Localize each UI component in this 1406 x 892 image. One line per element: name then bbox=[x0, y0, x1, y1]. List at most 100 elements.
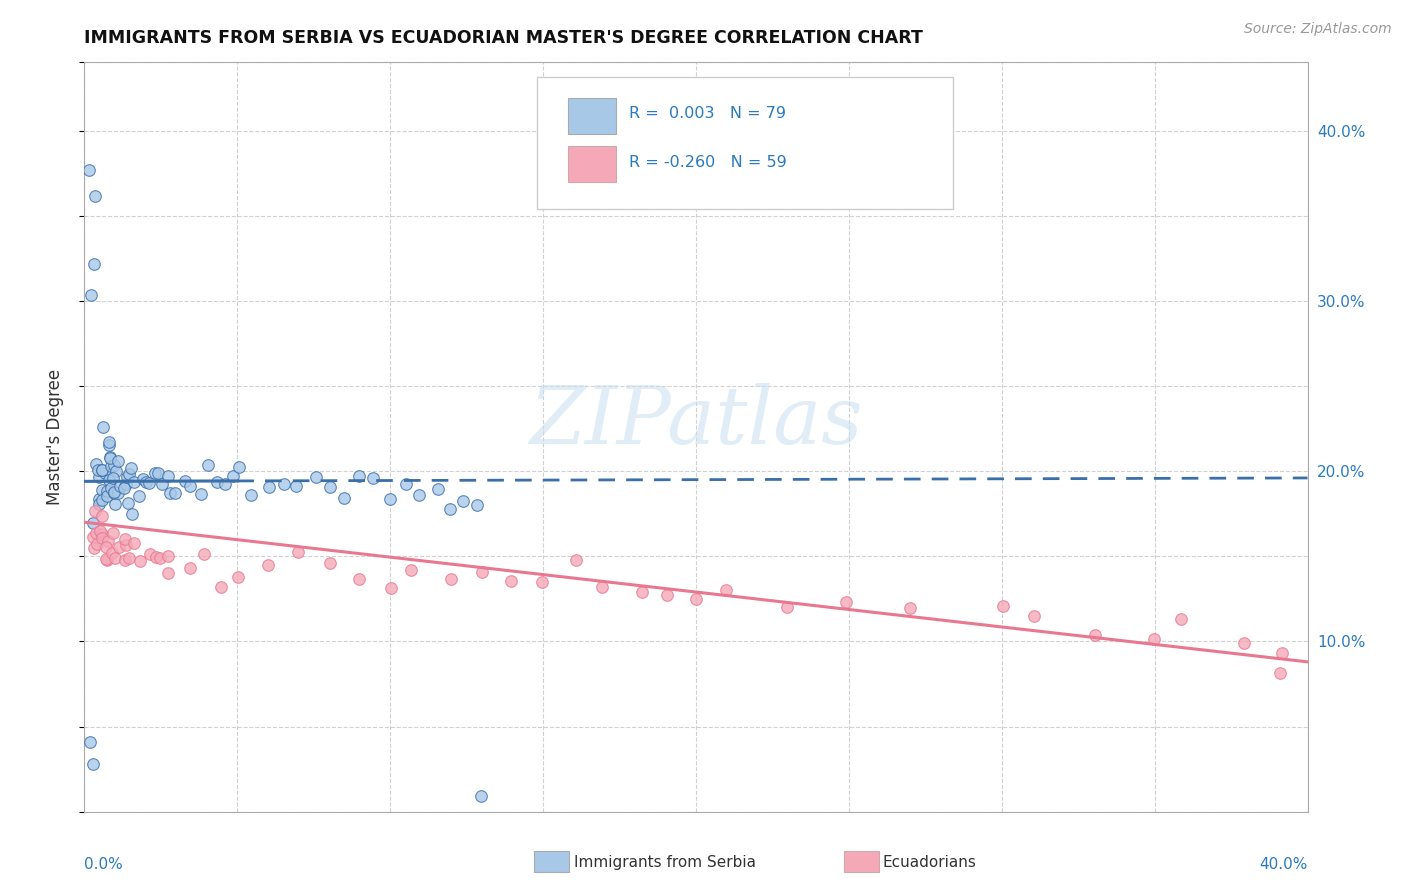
Point bbox=[179, 479, 201, 493]
Point bbox=[1233, 636, 1256, 650]
Point bbox=[87, 492, 110, 507]
Point bbox=[439, 572, 461, 586]
Point bbox=[318, 556, 340, 570]
Point bbox=[150, 477, 173, 491]
Point bbox=[565, 553, 588, 567]
Text: ZIPatlas: ZIPatlas bbox=[529, 384, 863, 461]
Point bbox=[163, 486, 186, 500]
Point bbox=[408, 487, 430, 501]
Point bbox=[128, 554, 150, 568]
Point bbox=[173, 474, 195, 488]
Point bbox=[193, 547, 215, 561]
Point bbox=[305, 470, 328, 484]
Point bbox=[190, 487, 212, 501]
Point bbox=[287, 545, 309, 559]
Point bbox=[120, 461, 142, 475]
Text: IMMIGRANTS FROM SERBIA VS ECUADORIAN MASTER'S DEGREE CORRELATION CHART: IMMIGRANTS FROM SERBIA VS ECUADORIAN MAS… bbox=[84, 29, 924, 47]
Point bbox=[835, 595, 858, 609]
Point bbox=[94, 467, 117, 481]
Point bbox=[98, 438, 121, 452]
Point bbox=[87, 497, 110, 511]
Point bbox=[121, 507, 143, 521]
Point bbox=[96, 553, 118, 567]
Point bbox=[98, 435, 121, 450]
Point bbox=[82, 757, 104, 772]
Point bbox=[94, 552, 117, 566]
Point bbox=[100, 546, 122, 560]
Point bbox=[179, 560, 201, 574]
Point bbox=[114, 476, 136, 491]
Point bbox=[83, 541, 105, 555]
Point bbox=[94, 540, 117, 554]
Point bbox=[107, 453, 129, 467]
Point bbox=[104, 497, 127, 511]
Point bbox=[82, 530, 104, 544]
Point bbox=[1084, 628, 1107, 642]
Point bbox=[1170, 612, 1192, 626]
Point bbox=[138, 475, 160, 490]
Point bbox=[214, 477, 236, 491]
Point bbox=[84, 525, 107, 540]
Point bbox=[156, 469, 179, 483]
Point bbox=[657, 588, 679, 602]
Point bbox=[117, 496, 139, 510]
Point bbox=[114, 532, 136, 546]
Point bbox=[319, 480, 342, 494]
Text: Source: ZipAtlas.com: Source: ZipAtlas.com bbox=[1244, 22, 1392, 37]
Point bbox=[105, 464, 128, 478]
FancyBboxPatch shape bbox=[537, 78, 953, 209]
Point bbox=[1268, 665, 1291, 680]
Point bbox=[79, 735, 101, 749]
Point bbox=[439, 501, 461, 516]
Point bbox=[399, 563, 422, 577]
Point bbox=[380, 491, 402, 506]
Point bbox=[108, 540, 131, 554]
Point bbox=[98, 450, 121, 465]
Point bbox=[228, 459, 250, 474]
Point bbox=[91, 420, 114, 434]
Point bbox=[132, 472, 155, 486]
Point bbox=[240, 487, 263, 501]
Point bbox=[103, 486, 125, 500]
Point bbox=[122, 475, 145, 489]
Point bbox=[91, 492, 114, 507]
Point bbox=[135, 475, 157, 489]
Point bbox=[108, 479, 131, 493]
Point bbox=[100, 458, 122, 473]
Point bbox=[395, 476, 418, 491]
Text: 0.0%: 0.0% bbox=[84, 856, 124, 871]
Point bbox=[139, 547, 162, 561]
Point bbox=[101, 471, 124, 485]
Point bbox=[84, 457, 107, 471]
Point bbox=[91, 462, 114, 476]
Point bbox=[90, 483, 112, 497]
Point bbox=[122, 535, 145, 549]
Point bbox=[714, 583, 737, 598]
Point bbox=[103, 484, 125, 499]
Point bbox=[209, 580, 232, 594]
Point bbox=[257, 480, 280, 494]
Point bbox=[87, 470, 110, 484]
Text: R =  0.003   N = 79: R = 0.003 N = 79 bbox=[628, 106, 786, 121]
Point bbox=[1271, 646, 1294, 660]
Point bbox=[83, 257, 105, 271]
Point bbox=[101, 525, 124, 540]
Point bbox=[470, 789, 492, 803]
Point bbox=[471, 565, 494, 579]
Point bbox=[685, 591, 707, 606]
Point bbox=[531, 574, 554, 589]
Point bbox=[453, 493, 475, 508]
Point bbox=[273, 476, 295, 491]
Point bbox=[103, 458, 125, 472]
Point bbox=[86, 537, 108, 551]
Text: Immigrants from Serbia: Immigrants from Serbia bbox=[574, 855, 755, 870]
Point bbox=[776, 599, 799, 614]
Point bbox=[149, 550, 172, 565]
Point bbox=[100, 482, 122, 496]
Point bbox=[1024, 608, 1046, 623]
Point bbox=[118, 550, 141, 565]
Point bbox=[205, 475, 228, 489]
Point bbox=[285, 479, 308, 493]
Point bbox=[77, 162, 100, 177]
Point bbox=[89, 524, 111, 538]
